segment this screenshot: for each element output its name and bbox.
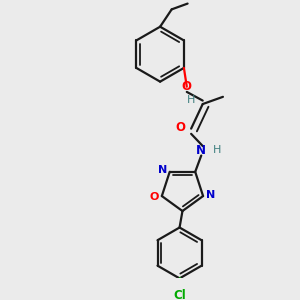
Text: N: N	[196, 144, 206, 157]
Text: N: N	[158, 165, 167, 176]
Text: O: O	[175, 121, 185, 134]
Text: O: O	[150, 193, 159, 202]
Text: O: O	[182, 80, 192, 93]
Text: Cl: Cl	[173, 289, 186, 300]
Text: N: N	[206, 190, 215, 200]
Text: H: H	[212, 145, 221, 155]
Text: H: H	[187, 95, 195, 105]
